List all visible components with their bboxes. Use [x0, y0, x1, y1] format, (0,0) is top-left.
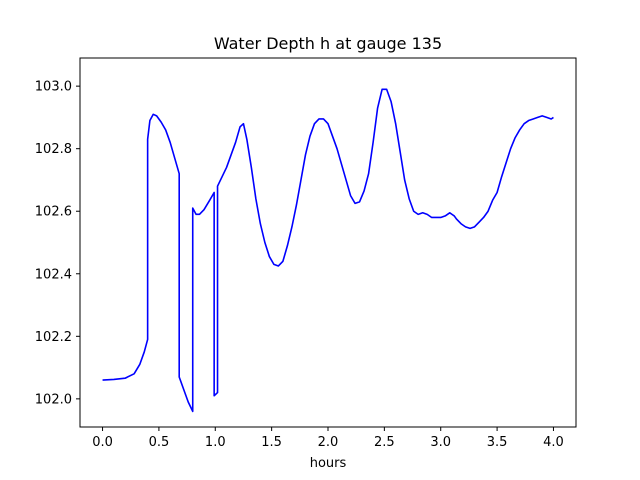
series-line	[102, 88, 554, 413]
x-axis: 0.0 0.5 1.0 1.5 2.0 2.5 3.0 3.5 4.0	[92, 427, 564, 450]
y-axis: 102.0 102.2 102.4 102.6 102.8 103.0	[35, 80, 80, 407]
y-tick-label: 103.0	[35, 80, 72, 95]
x-tick-label: 1.5	[261, 435, 282, 450]
y-tick-label: 102.8	[35, 142, 72, 157]
x-tick-label: 2.0	[318, 435, 339, 450]
x-tick-label: 0.5	[149, 435, 170, 450]
chart-title: Water Depth h at gauge 135	[214, 34, 442, 53]
y-tick-label: 102.0	[35, 392, 72, 407]
x-tick-label: 4.0	[543, 435, 564, 450]
y-tick-label: 102.2	[35, 330, 72, 345]
x-tick-label: 3.5	[487, 435, 508, 450]
x-tick-label: 2.5	[374, 435, 395, 450]
y-tick-label: 102.6	[35, 205, 72, 220]
x-tick-label: 3.0	[430, 435, 451, 450]
y-tick-label: 102.4	[35, 267, 72, 282]
x-axis-label: hours	[310, 456, 347, 471]
x-tick-label: 0.0	[92, 435, 113, 450]
x-tick-label: 1.0	[205, 435, 226, 450]
